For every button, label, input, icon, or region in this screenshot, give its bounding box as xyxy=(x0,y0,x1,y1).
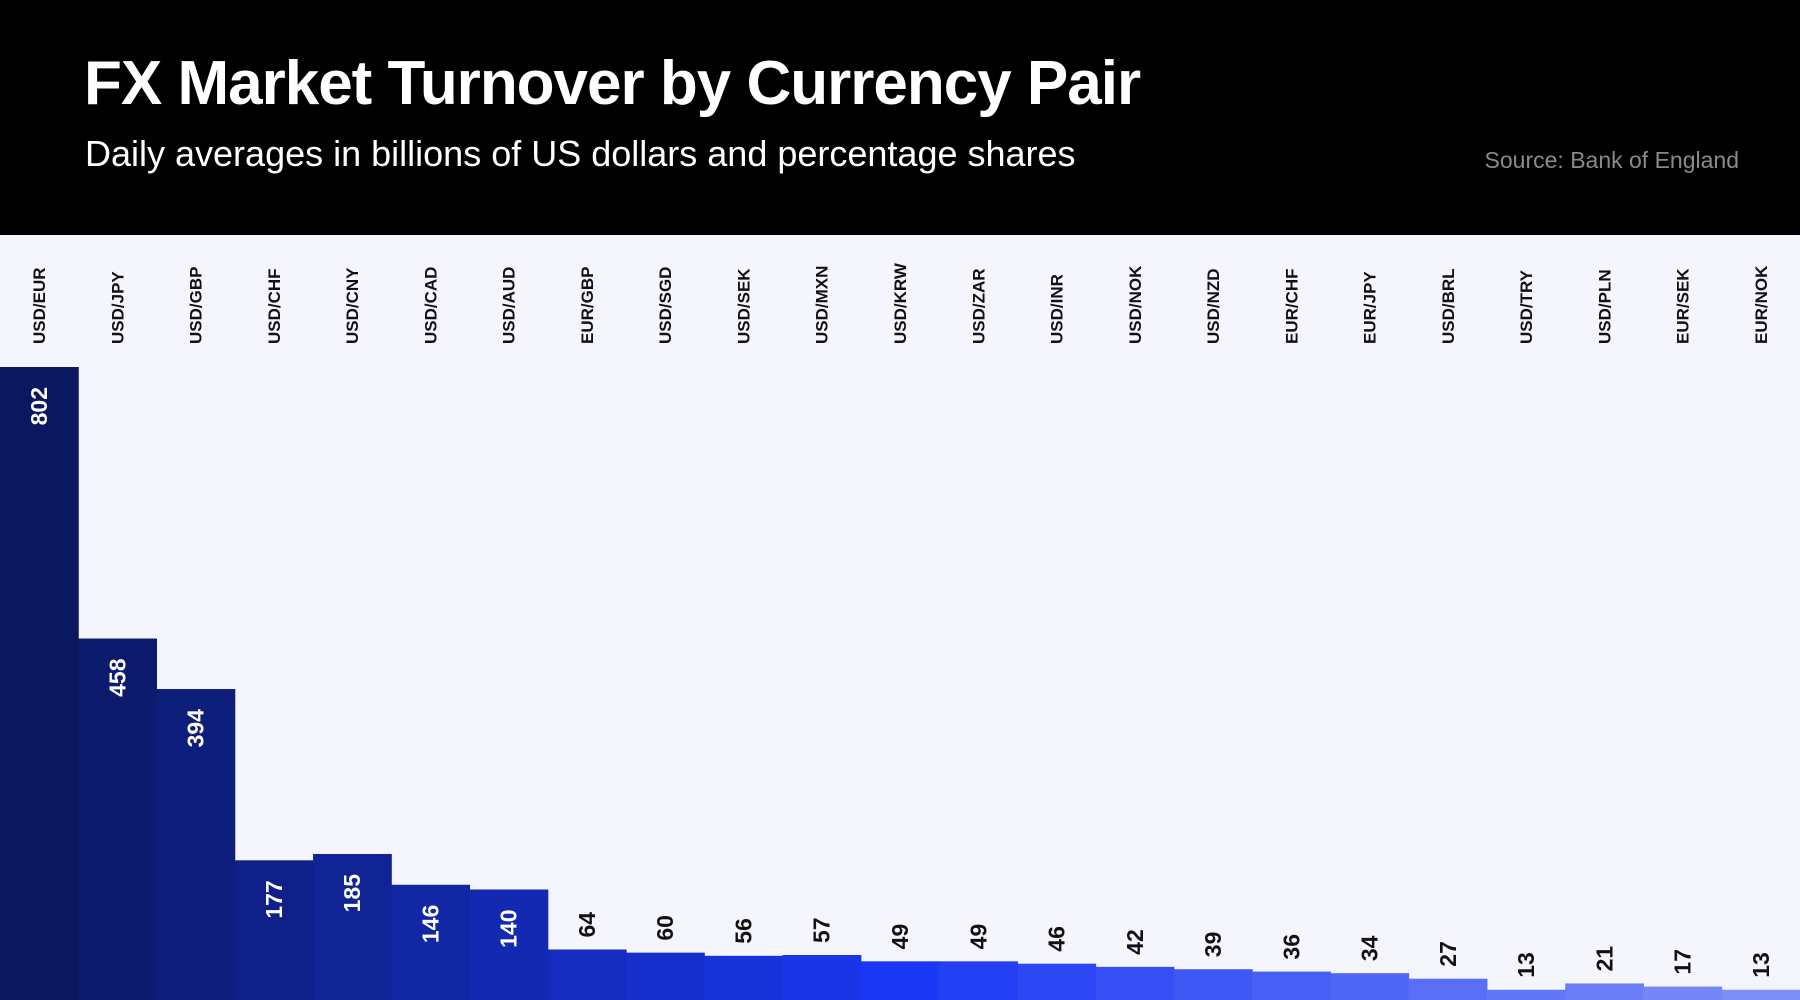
data-label: 39 xyxy=(1200,932,1226,958)
bar-usd-zar xyxy=(939,961,1018,1000)
data-label: 17 xyxy=(1670,949,1696,975)
data-label: 36 xyxy=(1278,934,1304,960)
chart-title: FX Market Turnover by Currency Pair xyxy=(84,49,1141,118)
bar-usd-sgd xyxy=(626,952,705,1000)
x-tick-label: USD/ZAR xyxy=(969,268,988,344)
bar-usd-try xyxy=(1486,989,1566,1000)
bar-usd-krw xyxy=(860,961,940,1000)
data-label: 49 xyxy=(887,924,913,950)
chart-subtitle: Daily averages in billions of US dollars… xyxy=(85,133,1076,174)
x-tick-label: USD/MXN xyxy=(813,266,832,344)
x-tick-label: EUR/NOK xyxy=(1752,265,1771,344)
bar-chart: USD/EUR 802 USD/JPY 458 USD/GBP 394 USD/CHF 177… xyxy=(0,262,1800,1000)
data-label: 13 xyxy=(1748,952,1774,978)
bar-usd-jpy xyxy=(78,638,158,1000)
data-label: 177 xyxy=(261,880,287,918)
bar-eur-gbp xyxy=(547,949,627,1000)
x-tick-label: USD/CHF xyxy=(265,268,284,344)
bar-usd-sek xyxy=(704,955,784,1000)
data-label: 185 xyxy=(339,874,365,913)
bar-usd-nok xyxy=(1095,966,1175,1000)
x-tick-label: EUR/GBP xyxy=(578,267,597,344)
bar-usd-nzd xyxy=(1173,969,1253,1000)
data-label: 42 xyxy=(1122,929,1148,955)
data-label: 27 xyxy=(1435,941,1461,967)
x-tick-label: USD/INR xyxy=(1048,274,1067,344)
data-label: 46 xyxy=(1044,926,1070,952)
data-label: 34 xyxy=(1357,935,1383,961)
data-label: 802 xyxy=(26,387,52,425)
data-label: 21 xyxy=(1591,946,1617,972)
bar-usd-pln xyxy=(1565,983,1644,1000)
bar-eur-jpy xyxy=(1330,973,1410,1000)
x-tick-label: USD/GBP xyxy=(187,267,206,344)
x-tick-label: EUR/SEK xyxy=(1674,268,1693,344)
data-label: 13 xyxy=(1513,952,1539,978)
bar-usd-brl xyxy=(1408,978,1488,1000)
x-tick-label: USD/KRW xyxy=(891,262,910,344)
bar-usd-cny xyxy=(313,853,392,1000)
bar-usd-eur xyxy=(0,367,79,1000)
x-tick-label: USD/SEK xyxy=(734,268,753,344)
x-tick-label: USD/NOK xyxy=(1126,265,1145,344)
bar-usd-inr xyxy=(1017,963,1097,1000)
x-tick-label: USD/PLN xyxy=(1595,269,1614,344)
bar-usd-aud xyxy=(469,889,549,1000)
x-tick-label: USD/JPY xyxy=(108,271,127,344)
data-label: 140 xyxy=(496,910,522,948)
x-tick-label: USD/EUR xyxy=(30,267,49,344)
data-label: 60 xyxy=(652,915,678,941)
data-label: 49 xyxy=(965,924,991,950)
x-tick-label: USD/BRL xyxy=(1439,268,1458,344)
bar-eur-chf xyxy=(1252,971,1331,1000)
source-note: Source: Bank of England xyxy=(1484,147,1739,173)
bar-usd-chf xyxy=(234,860,314,1000)
data-label: 57 xyxy=(809,917,835,943)
data-label: 146 xyxy=(417,905,443,943)
data-label: 394 xyxy=(183,709,209,748)
chart-header: FX Market Turnover by Currency Pair Dail… xyxy=(0,0,1800,235)
data-label: 64 xyxy=(574,912,600,938)
x-tick-label: EUR/JPY xyxy=(1361,271,1380,344)
data-label: 56 xyxy=(730,918,756,944)
x-tick-label: USD/CNY xyxy=(343,267,362,344)
bar-eur-sek xyxy=(1643,986,1723,1000)
x-tick-label: USD/CAD xyxy=(421,267,440,344)
bar-usd-mxn xyxy=(782,955,862,1000)
bar-eur-nok xyxy=(1721,989,1800,1000)
bar-usd-gbp xyxy=(156,689,236,1000)
data-label: 458 xyxy=(104,658,130,697)
x-tick-label: USD/SGD xyxy=(656,267,675,344)
x-tick-label: USD/TRY xyxy=(1517,269,1536,344)
x-tick-label: USD/NZD xyxy=(1204,268,1223,344)
bar-usd-cad xyxy=(391,884,471,1000)
x-tick-label: EUR/CHF xyxy=(1282,268,1301,344)
x-tick-label: USD/AUD xyxy=(500,267,519,344)
